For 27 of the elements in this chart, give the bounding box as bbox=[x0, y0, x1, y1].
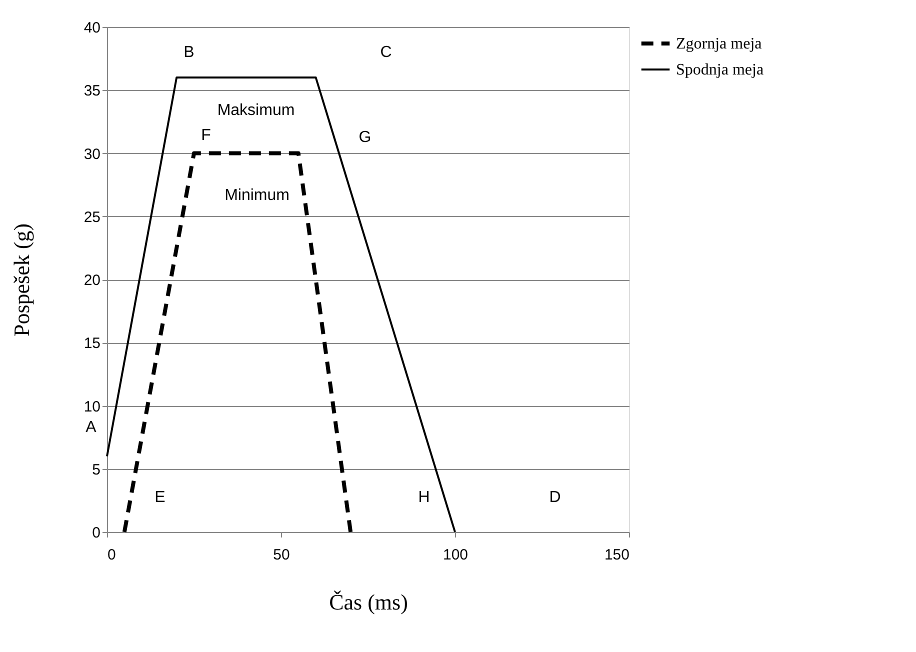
annotation: G bbox=[358, 129, 372, 146]
legend-label: Zgornja meja bbox=[676, 36, 762, 52]
y-tick-label: 35 bbox=[84, 82, 100, 100]
y-axis-title: Pospešek (g) bbox=[8, 223, 34, 337]
y-tick-label: 15 bbox=[84, 335, 100, 352]
legend-label: Spodnja meja bbox=[676, 62, 764, 78]
x-tick-label: 150 bbox=[604, 546, 630, 564]
x-tick-label: 100 bbox=[442, 546, 468, 564]
y-tick-label: 30 bbox=[84, 146, 100, 163]
x-tick-label: 0 bbox=[108, 546, 116, 564]
annotation: Minimum bbox=[224, 187, 290, 204]
annotation: E bbox=[154, 489, 166, 506]
y-tick-label: 25 bbox=[84, 208, 100, 226]
y-tick-label: 40 bbox=[84, 20, 100, 36]
x-axis-title: Čas (ms) bbox=[329, 590, 408, 614]
text: A bbox=[86, 419, 97, 436]
annotation: B bbox=[184, 44, 194, 61]
annotation: D bbox=[549, 489, 561, 506]
annotation: C bbox=[380, 44, 392, 61]
y-tick-label: 5 bbox=[92, 461, 100, 478]
y-tick-label: 20 bbox=[84, 272, 100, 289]
y-tick-label: 0 bbox=[92, 524, 100, 542]
annotation: Maksimum bbox=[217, 102, 295, 119]
x-tick-label: 50 bbox=[273, 546, 290, 564]
annotation: H bbox=[418, 489, 430, 506]
annotation: F bbox=[201, 127, 212, 144]
y-tick-label: 10 bbox=[84, 398, 100, 416]
